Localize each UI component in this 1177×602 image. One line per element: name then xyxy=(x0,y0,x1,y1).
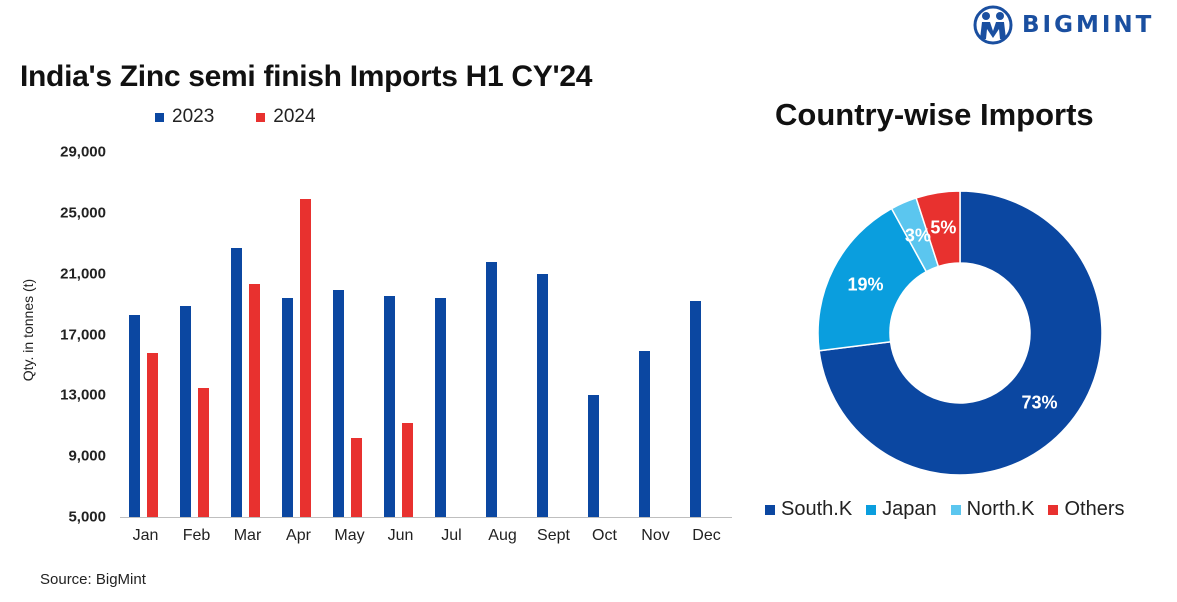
bar-2024-apr xyxy=(299,199,311,517)
legend-swatch-south-korea xyxy=(765,504,775,515)
y-tick: 13,000 xyxy=(60,386,106,404)
legend-label-japan: Japan xyxy=(882,498,937,520)
bigmint-logo-icon xyxy=(973,5,1013,45)
bigmint-logo: BIGMINT xyxy=(973,5,1154,45)
donut-label-north-korea: 3% xyxy=(904,225,931,246)
donut-slice-japan xyxy=(817,207,928,352)
bar-2023-dec xyxy=(689,301,701,517)
x-label: May xyxy=(334,527,365,544)
bar-2023-nov xyxy=(638,351,650,517)
legend-swatch-japan xyxy=(866,504,877,515)
y-tick: 9,000 xyxy=(68,447,106,465)
legend-label-2024: 2024 xyxy=(273,106,316,127)
x-label: Sept xyxy=(537,527,570,544)
legend-label-2023: 2023 xyxy=(172,106,215,127)
pie-chart-title: Country-wise Imports xyxy=(775,97,1094,132)
y-tick: 5,000 xyxy=(68,508,106,526)
bar-2024-jan xyxy=(146,352,158,517)
bar-2023-may xyxy=(332,290,344,517)
legend-swatch-2024 xyxy=(256,112,266,122)
legend-label-north-korea: North.K xyxy=(966,498,1035,520)
y-tick: 25,000 xyxy=(60,204,106,222)
bar-2023-aug xyxy=(485,261,497,517)
donut-label-south-korea: 73% xyxy=(1021,392,1058,413)
x-label: Mar xyxy=(233,527,262,544)
x-label: Feb xyxy=(182,527,211,544)
x-label: Apr xyxy=(286,527,311,544)
legend-item-japan: Japan xyxy=(866,498,937,521)
bar-plot-area xyxy=(120,152,732,517)
bar-2023-apr xyxy=(281,298,293,517)
bar-2023-mar xyxy=(230,247,242,517)
legend-item-others: Others xyxy=(1048,498,1125,521)
x-label: Nov xyxy=(641,527,670,544)
bar-2024-jun xyxy=(401,422,413,517)
bar-2023-oct xyxy=(587,395,599,517)
x-label: Jan xyxy=(132,527,159,544)
source-note: Source: BigMint xyxy=(40,571,146,588)
bar-2024-feb xyxy=(197,387,209,517)
x-label: Jun xyxy=(387,527,414,544)
x-axis-line xyxy=(120,517,732,518)
x-label: Dec xyxy=(692,527,721,544)
legend-label-others: Others xyxy=(1064,498,1125,520)
bar-2023-jul xyxy=(434,298,446,517)
bar-chart-title: India's Zinc semi finish Imports H1 CY'2… xyxy=(20,60,593,93)
legend-label-south-korea: South.K xyxy=(781,498,853,520)
x-label: Aug xyxy=(488,527,517,544)
legend-swatch-north-korea xyxy=(950,504,961,515)
donut-slice-others xyxy=(915,190,961,268)
x-label: Jul xyxy=(441,527,462,544)
x-label: Oct xyxy=(592,527,617,544)
bar-2024-may xyxy=(350,437,362,517)
donut-label-others: 5% xyxy=(930,217,957,238)
y-tick: 21,000 xyxy=(60,265,106,283)
bar-2023-sept xyxy=(536,273,548,517)
bar-2023-jun xyxy=(383,296,395,517)
legend-item-2024: 2024 xyxy=(256,106,316,128)
legend-swatch-others xyxy=(1048,504,1059,515)
legend-item-north-korea: North.K xyxy=(950,498,1035,521)
legend-item-2023: 2023 xyxy=(155,106,214,128)
legend-item-south-korea: South.K xyxy=(765,498,852,521)
donut-chart xyxy=(817,190,1103,476)
bar-chart-legend: 2023 2024 xyxy=(155,106,316,128)
bar-2023-feb xyxy=(179,305,191,517)
donut-label-japan: 19% xyxy=(847,274,884,295)
y-tick: 29,000 xyxy=(60,143,106,161)
pie-chart-legend: South.K Japan North.K Others xyxy=(765,498,1125,521)
y-tick: 17,000 xyxy=(60,326,106,344)
donut-slice-south-korea xyxy=(818,190,1103,476)
bar-2023-jan xyxy=(128,314,140,517)
brand-name: BIGMINT xyxy=(1022,12,1155,38)
legend-swatch-2023 xyxy=(155,112,164,122)
bar-2024-mar xyxy=(248,284,260,517)
